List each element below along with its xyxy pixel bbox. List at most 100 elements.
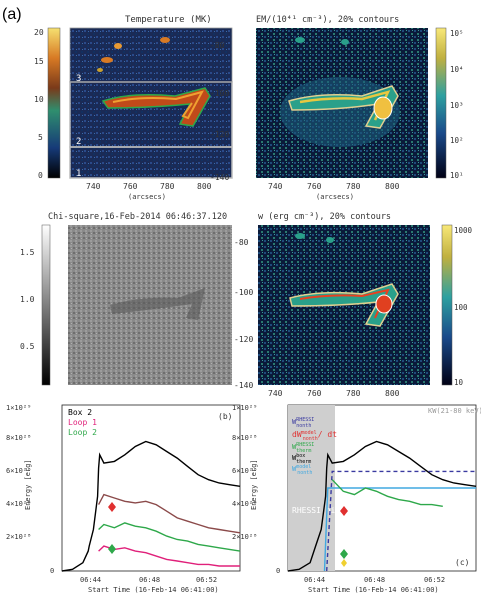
chart-b-ytick: 1×10²⁹ xyxy=(6,404,31,412)
temperature-colorbar xyxy=(47,27,61,179)
chart-b: 1×10²⁹ 8×10²⁸ 6×10²⁸ 4×10²⁸ 2×10²⁸ 0 06:… xyxy=(6,404,241,594)
chart-b-xtick: 06:52 xyxy=(196,576,217,584)
em-xtick: 740 xyxy=(268,182,283,191)
chart-b-marker-green xyxy=(108,544,116,554)
w-xtick: 780 xyxy=(346,389,361,398)
chart-c-ytick: 0 xyxy=(276,567,280,575)
temperature-map-title: Temperature (MK) xyxy=(125,15,212,25)
temp-cbar-tick: 5 xyxy=(38,133,43,142)
chart-c-ytick: 6×10²⁸ xyxy=(232,467,257,475)
w-colorbar xyxy=(441,224,453,386)
w-ytick: -140 xyxy=(234,381,253,390)
chart-b-frame xyxy=(61,404,241,572)
series-line-box-2 xyxy=(61,440,241,572)
w-ytick: -120 xyxy=(234,335,253,344)
chart-b-legend-loop1: Loop 1 xyxy=(68,418,97,427)
panel-a-label: (a) xyxy=(2,6,22,23)
chart-c: RHESSI night 1×10²⁹ 8×10²⁸ 6×10²⁸ 4×10²⁸… xyxy=(232,404,481,594)
temp-cbar-tick: 15 xyxy=(34,57,44,66)
legend-w-model-nonth: Wmodel nonth xyxy=(292,464,312,476)
chart-b-ytick: 4×10²⁸ xyxy=(6,500,31,508)
chart-c-xtick: 06:44 xyxy=(304,576,325,584)
w-xtick: 740 xyxy=(268,389,283,398)
chart-c-legend: WRHESSI nonth dWmodel nonth/ dt WRHESSI the… xyxy=(292,417,337,476)
chart-b-ytick: 8×10²⁸ xyxy=(6,434,31,442)
series-line-w-rhessi-therm xyxy=(331,479,443,507)
chart-c-ytick: 4×10²⁸ xyxy=(232,500,257,508)
box-1 xyxy=(69,146,233,179)
em-cbar-tick: 10⁵ xyxy=(450,29,464,38)
box-label-3: 3 xyxy=(76,74,81,84)
chart-b-ytick: 2×10²⁸ xyxy=(6,533,31,541)
w-ytick: -80 xyxy=(234,238,249,247)
chart-b-marker-red xyxy=(108,502,116,512)
em-xlabel: (arcsecs) xyxy=(316,193,354,201)
chart-b-legend-box2: Box 2 xyxy=(68,408,92,417)
chi-cbar-tick: 0.5 xyxy=(20,342,35,351)
w-xtick: 800 xyxy=(385,389,400,398)
chi-square-map: Chi-square,16-Feb-2014 06:46:37.120 1.5 … xyxy=(20,212,232,386)
panel-c-label: (c) xyxy=(455,558,469,567)
chart-c-kw-label: KW(21-80 keV) xyxy=(428,407,481,415)
legend-w-rhessi-therm: WRHESSI therm xyxy=(292,442,314,454)
em-xtick: 780 xyxy=(346,182,361,191)
panel-b-label: (b) xyxy=(218,412,232,421)
chi-cbar-tick: 1.5 xyxy=(20,248,35,257)
temp-ytick: -80 xyxy=(210,41,225,50)
w-xtick: 760 xyxy=(307,389,322,398)
chart-c-xtick: 06:48 xyxy=(364,576,385,584)
w-cbar-tick: 10 xyxy=(454,378,464,387)
box-label-2: 2 xyxy=(76,137,81,147)
chart-c-marker-green xyxy=(340,549,348,559)
temp-xtick: 760 xyxy=(123,182,138,191)
series-line-w-rhessi-nonth xyxy=(326,470,476,572)
em-cbar-tick: 10² xyxy=(450,136,464,145)
w-cbar-tick: 1000 xyxy=(454,226,473,235)
chart-b-ytick: 0 xyxy=(50,567,54,575)
temp-ytick: -120 xyxy=(210,130,229,139)
box-3 xyxy=(69,27,233,83)
chart-c-ytick: 1×10²⁹ xyxy=(232,404,257,412)
temp-ytick: -140 xyxy=(210,173,229,182)
box-label-1: 1 xyxy=(76,169,81,179)
chart-b-ytick: 6×10²⁸ xyxy=(6,467,31,475)
temp-cbar-tick: 10 xyxy=(34,95,44,104)
temp-cbar-tick: 20 xyxy=(34,28,44,37)
series-line-loop-2 xyxy=(98,522,241,552)
rhessi-night-label: RHESSI night xyxy=(292,506,350,515)
temp-xtick: 740 xyxy=(86,182,101,191)
chi-map-title: Chi-square,16-Feb-2014 06:46:37.120 xyxy=(48,212,227,222)
chart-b-ylabel: Energy [erg] xyxy=(24,459,32,510)
chi-colorbar xyxy=(41,224,51,386)
em-colorbar xyxy=(435,27,447,179)
em-cbar-tick: 10³ xyxy=(450,101,464,110)
chart-c-xlabel: Start Time (16-Feb-14 06:41:00) xyxy=(308,586,439,594)
temp-xtick: 800 xyxy=(197,182,212,191)
w-cbar-tick: 100 xyxy=(454,303,468,312)
chart-c-ylabel: Energy [erg] xyxy=(250,459,258,510)
series-line-loop-1 xyxy=(98,545,240,567)
temperature-map: Temperature (MK) 20 15 10 5 0 3 2 1 -80 … xyxy=(34,15,233,201)
em-xtick: 800 xyxy=(385,182,400,191)
chart-c-marker-red xyxy=(340,506,348,516)
w-map: w (erg cm⁻³), 20% contours 1000 100 10 -… xyxy=(234,212,473,398)
w-ytick: -100 xyxy=(234,288,253,297)
series-line-w-model-nonth xyxy=(323,487,476,572)
chart-c-ytick: 2×10²⁸ xyxy=(232,533,257,541)
legend-w-rhessi-nonth: WRHESSI nonth xyxy=(292,417,314,429)
chart-b-xlabel: Start Time (16-Feb-14 06:41:00) xyxy=(88,586,219,594)
chart-c-marker-yellow xyxy=(341,559,347,567)
chi-cbar-tick: 1.0 xyxy=(20,295,35,304)
temp-xlabel: (arcsecs) xyxy=(128,193,166,201)
series-line-w-box-therm xyxy=(287,440,477,572)
temp-xtick: 780 xyxy=(160,182,175,191)
chart-b-xtick: 06:48 xyxy=(139,576,160,584)
temp-cbar-tick: 0 xyxy=(38,171,43,180)
chart-b-legend-loop2: Loop 2 xyxy=(68,428,97,437)
chart-b-xtick: 06:44 xyxy=(80,576,101,584)
temp-ytick: -100 xyxy=(210,89,229,98)
w-map-title: w (erg cm⁻³), 20% contours xyxy=(258,212,391,222)
em-cbar-tick: 10⁴ xyxy=(450,65,464,74)
em-map: EM/(10⁴¹ cm⁻³), 20% contours 10⁵ 10⁴ 10³… xyxy=(256,15,464,201)
